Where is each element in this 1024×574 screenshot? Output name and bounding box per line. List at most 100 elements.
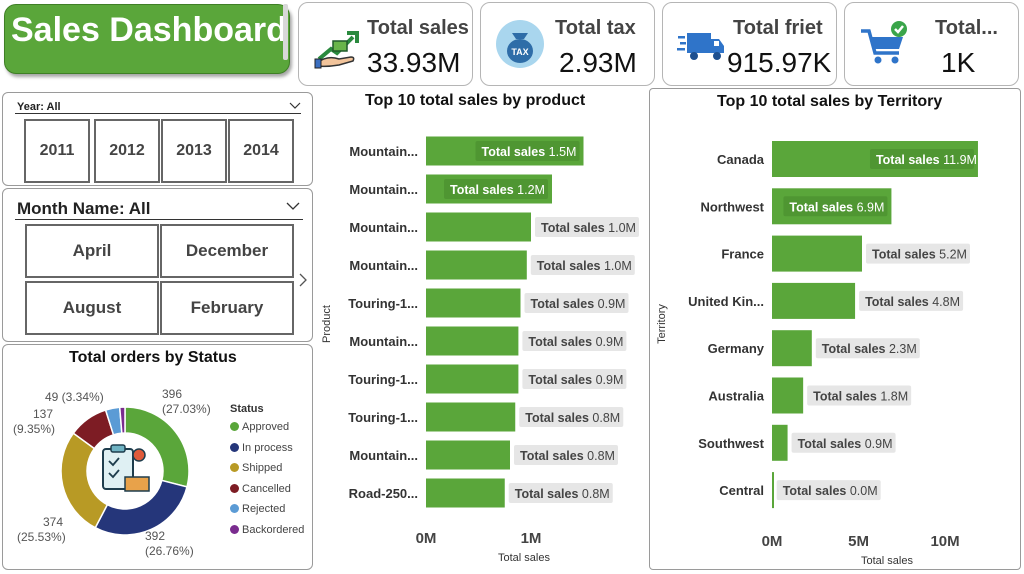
legend-item-rejected[interactable]: Rejected	[230, 503, 285, 515]
data-label-box	[869, 149, 974, 169]
category-label: Mountain...	[349, 258, 418, 273]
data-label-box	[530, 255, 635, 275]
chevron-down-icon[interactable]	[289, 101, 301, 111]
slicer-header-underline	[15, 113, 301, 114]
legend-item-shipped[interactable]: Shipped	[230, 462, 282, 474]
bar-mountain-8[interactable]	[426, 440, 510, 470]
donut-label-inprocess-pct: (26.76%)	[145, 544, 194, 558]
donut-label-approved-pct: (27.03%)	[162, 402, 211, 416]
legend-item-backordered[interactable]: Backordered	[230, 524, 304, 536]
data-label: Total sales 0.9M	[531, 297, 626, 311]
chevron-right-icon[interactable]	[298, 273, 308, 287]
category-label: Mountain...	[349, 448, 418, 463]
legend-dot	[230, 483, 239, 493]
category-label: Mountain...	[349, 144, 418, 159]
legend-label: Backordered	[242, 523, 305, 536]
data-label-box	[444, 179, 548, 199]
donut-slice-backordered[interactable]	[118, 406, 126, 434]
month-option-february[interactable]: February	[160, 281, 294, 335]
y-axis-title: Product	[321, 305, 333, 343]
legend-dot	[230, 524, 239, 534]
x-axis-title: Total sales	[861, 555, 913, 567]
status-chart-title: Total orders by Status	[69, 349, 237, 366]
year-option-2014[interactable]: 2014	[228, 119, 294, 183]
data-label: Total sales 4.8M	[865, 295, 960, 309]
legend-label: Rejected	[242, 503, 286, 515]
kpi-card-total-tax: TAX Total tax 2.93M	[480, 2, 655, 86]
slicer-header-underline	[15, 219, 303, 220]
category-label: Touring-1...	[348, 410, 418, 425]
bar-germany-4[interactable]	[772, 330, 812, 367]
status-donut-chart	[60, 406, 190, 536]
category-label: Road-250...	[349, 486, 418, 501]
bar-road-250-9[interactable]	[426, 478, 505, 508]
bar-touring-1-4[interactable]	[426, 288, 521, 318]
data-label: Total sales 0.9M	[528, 335, 623, 349]
kpi-card-total-sales: Total sales 33.93M	[298, 2, 473, 86]
legend-item-cancelled[interactable]: Cancelled	[230, 483, 291, 495]
data-label: Total sales 6.9M	[789, 200, 884, 214]
donut-slice-shipped[interactable]	[60, 432, 109, 529]
legend-dot	[230, 442, 239, 452]
category-label: Mountain...	[349, 220, 418, 235]
donut-slice-approved[interactable]	[124, 406, 190, 488]
category-label: Central	[719, 483, 764, 498]
svg-text:TAX: TAX	[511, 47, 528, 57]
legend-label: In process	[242, 441, 293, 454]
legend-item-in-process[interactable]: In process	[230, 442, 293, 454]
donut-label-shipped-pct: (25.53%)	[17, 530, 66, 544]
bar-australia-5[interactable]	[772, 377, 804, 414]
x-axis-title: Total sales	[498, 552, 550, 564]
product-bar-chart: Product Mountain... Total sales 1.5M Mounta…	[321, 136, 639, 564]
bar-united-kin-3[interactable]	[772, 282, 856, 319]
category-label: Australia	[708, 389, 764, 404]
x-tick-label: 1M	[521, 530, 542, 547]
legend-label: Shipped	[242, 462, 283, 474]
data-label: Total sales 1.0M	[537, 259, 632, 273]
bar-central-7[interactable]	[772, 472, 774, 509]
data-label: Total sales 1.5M	[482, 145, 577, 159]
x-tick-label: 5M	[848, 533, 869, 550]
data-label-box	[791, 432, 896, 453]
bar-france-2[interactable]	[772, 235, 862, 272]
legend-title: Status	[230, 403, 264, 415]
data-label-box	[815, 338, 920, 359]
legend-dot	[230, 504, 239, 513]
legend-item-approved[interactable]: Approved	[230, 421, 289, 433]
year-option-2013[interactable]: 2013	[161, 119, 227, 183]
data-label: Total sales 0.8M	[525, 411, 620, 425]
donut-label-rejected: 49 (3.34%)	[45, 390, 104, 404]
bar-mountain-3[interactable]	[426, 250, 527, 280]
legend-label: Cancelled	[242, 482, 291, 495]
chevron-down-icon[interactable]	[286, 201, 300, 212]
product-chart-title: Top 10 total sales by product	[365, 92, 586, 109]
bar-touring-1-7[interactable]	[426, 402, 516, 432]
bar-touring-1-6[interactable]	[426, 364, 519, 394]
data-label: Total sales 1.2M	[450, 183, 545, 197]
data-label-box	[522, 369, 627, 389]
data-label-box	[807, 385, 912, 406]
bar-mountain-5[interactable]	[426, 326, 519, 356]
month-option-august[interactable]: August	[25, 281, 159, 335]
x-tick-label: 10M	[930, 533, 959, 550]
legend-label: Approved	[242, 421, 290, 433]
data-label-box	[522, 331, 627, 351]
month-option-december[interactable]: December	[160, 224, 294, 278]
data-label: Total sales 0.8M	[515, 487, 610, 501]
year-slicer-header[interactable]: Year: All	[17, 101, 61, 113]
bar-mountain-2[interactable]	[426, 212, 531, 242]
month-slicer-header[interactable]: Month Name: All	[17, 199, 151, 218]
month-option-april[interactable]: April	[25, 224, 159, 278]
kpi-card-total-freight: Total friet 915.97K	[662, 2, 837, 86]
category-label: Mountain...	[349, 334, 418, 349]
kpi-label: Total tax	[555, 17, 636, 39]
bar-southwest-6[interactable]	[772, 424, 788, 461]
data-label: Total sales 1.8M	[813, 390, 908, 404]
data-label-box	[535, 217, 639, 237]
year-slicer: Year: All 2011 2012 2013 2014	[2, 92, 313, 186]
donut-label-inprocess-count: 392	[145, 529, 166, 543]
category-label: Touring-1...	[348, 372, 418, 387]
year-option-2011[interactable]: 2011	[24, 119, 90, 183]
year-option-2012[interactable]: 2012	[94, 119, 160, 183]
donut-label-cancelled-pct: (9.35%)	[13, 422, 56, 436]
